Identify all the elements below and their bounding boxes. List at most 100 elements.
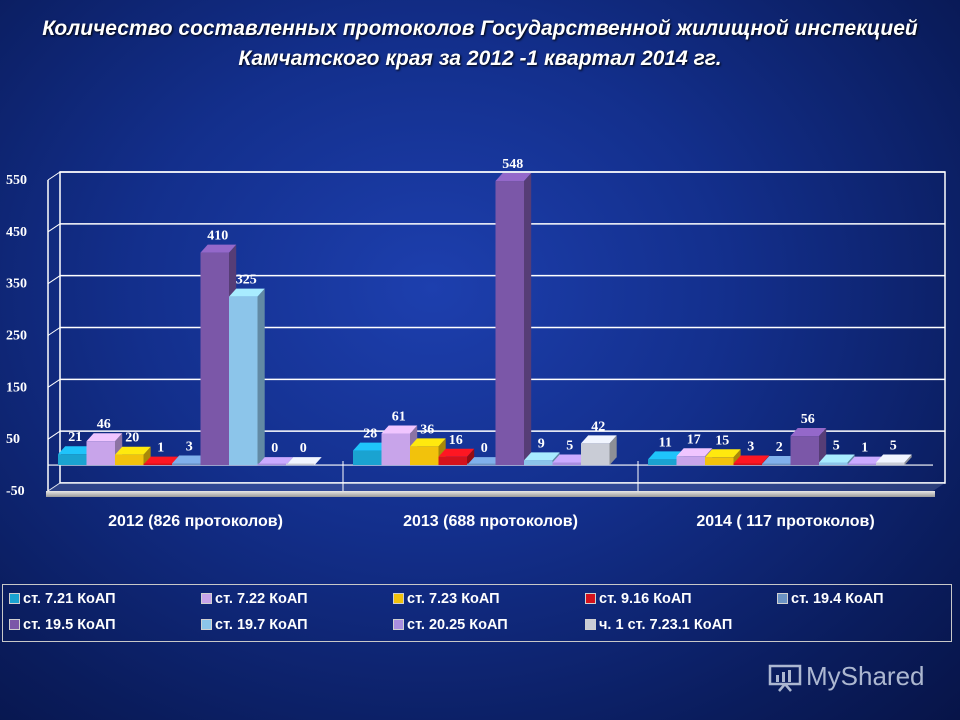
- data-label: 5: [890, 438, 897, 453]
- data-label: 61: [392, 409, 406, 424]
- bar-front: [257, 463, 286, 466]
- legend-item: ст. 19.4 КоАП: [777, 589, 884, 609]
- y-tick-label: 350: [6, 277, 27, 292]
- bar-side: [819, 428, 827, 466]
- bar-top: [381, 425, 418, 434]
- legend-label: ст. 7.23 КоАП: [407, 591, 500, 607]
- bar-top: [876, 454, 912, 463]
- bar-top: [257, 457, 294, 466]
- bar-top: [200, 244, 237, 253]
- bar-top: [229, 288, 265, 297]
- gridline-side: [47, 327, 61, 336]
- bar-top: [86, 433, 123, 442]
- legend-swatch: [201, 592, 212, 604]
- bar: [876, 454, 912, 466]
- gridline-side: [47, 430, 61, 440]
- bar-top: [581, 435, 617, 444]
- data-label: 2: [776, 440, 783, 455]
- legend-label: ст. 7.21 КоАП: [23, 591, 116, 607]
- bar-front: [229, 296, 258, 466]
- legend-swatch: [9, 592, 20, 604]
- legend-label: ст. 19.7 КоАП: [215, 617, 308, 633]
- data-label: 0: [271, 441, 278, 456]
- bar-top: [847, 456, 884, 465]
- data-label: 5: [566, 438, 573, 453]
- bar-top: [762, 456, 798, 465]
- bar-top: [438, 448, 475, 457]
- legend-label: ст. 19.4 КоАП: [791, 591, 884, 607]
- data-label: 1: [157, 441, 164, 456]
- bar-side: [143, 446, 151, 466]
- floor-edge: [46, 491, 935, 497]
- bar-top: [467, 457, 503, 466]
- bar-front: [705, 457, 734, 466]
- bar-front: [790, 436, 819, 466]
- legend-item: ст. 9.16 КоАП: [585, 589, 692, 609]
- data-label: 36: [420, 422, 434, 437]
- legend-swatch: [393, 618, 404, 630]
- legend-item: ст. 20.25 КоАП: [393, 615, 508, 635]
- bar: [790, 428, 827, 466]
- bar-top: [58, 446, 94, 455]
- category-labels: 2012 (826 протоколов) 2013 (688 протоколо…: [108, 513, 875, 530]
- bar-front: [733, 463, 762, 466]
- bar-front: [467, 463, 496, 466]
- category-label: 2012 (826 протоколов): [108, 513, 283, 530]
- bar-front: [86, 441, 115, 466]
- bar: [705, 449, 741, 466]
- bar-front: [876, 462, 905, 466]
- bar-side: [609, 435, 617, 466]
- y-tick-label: 250: [6, 329, 27, 344]
- bar-top: [286, 457, 322, 466]
- bar-top: [495, 173, 532, 182]
- data-label: 42: [591, 419, 605, 434]
- bar-front: [648, 459, 677, 466]
- bar-front: [381, 433, 410, 466]
- data-label: 548: [502, 157, 523, 172]
- chart-title: Количество составленных протоколов Госуд…: [42, 17, 918, 70]
- bar-top: [819, 454, 855, 463]
- data-label: 0: [300, 441, 307, 456]
- data-label: 0: [481, 441, 488, 456]
- bar-top: [353, 442, 389, 451]
- y-tick-label: -50: [6, 484, 25, 499]
- bar-front: [410, 446, 439, 466]
- data-label: 28: [363, 427, 377, 442]
- legend-item: ч. 1 ст. 7.23.1 КоАП: [585, 615, 732, 635]
- gridline-side: [47, 223, 61, 233]
- bar-front: [286, 463, 315, 466]
- bar-front: [115, 454, 144, 466]
- bar-front: [762, 463, 791, 466]
- bar: [581, 435, 617, 466]
- legend-item: ст. 19.5 КоАП: [9, 615, 116, 635]
- bar-side: [524, 173, 532, 466]
- y-tick-labels: 550 450 350 250 150 50 -50: [6, 173, 27, 499]
- bar: [115, 446, 151, 466]
- bar-side: [904, 454, 912, 466]
- category-label: 2013 (688 протоколов): [403, 513, 578, 530]
- bar-top: [705, 449, 741, 458]
- legend-label: ч. 1 ст. 7.23.1 КоАП: [599, 617, 733, 633]
- bar-front: [353, 450, 382, 466]
- legend-swatch: [201, 618, 212, 630]
- bar-top: [143, 456, 180, 465]
- bar-top: [115, 446, 151, 455]
- bars: [58, 173, 912, 466]
- data-label: 410: [207, 229, 228, 244]
- bar: [229, 288, 265, 466]
- bar-top: [733, 455, 770, 464]
- bar-front: [200, 252, 229, 466]
- legend-swatch: [585, 592, 596, 604]
- data-label: 20: [125, 431, 139, 446]
- bar: [819, 454, 855, 466]
- data-label: 1: [861, 441, 868, 456]
- bar: [410, 438, 446, 466]
- bar-top: [676, 448, 713, 457]
- bar-top: [410, 438, 446, 447]
- legend-item: ст. 19.7 КоАП: [201, 615, 308, 635]
- floor: [48, 483, 945, 491]
- data-label: 3: [186, 440, 193, 455]
- bar: [257, 457, 294, 466]
